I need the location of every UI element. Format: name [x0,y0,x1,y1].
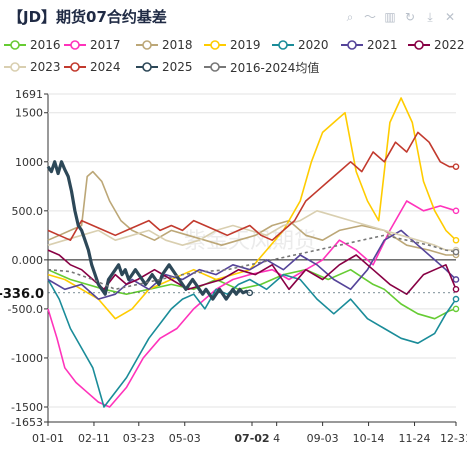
legend-label: 2020 [298,38,329,52]
title-bar: 【JD】期货07合约基差 ⌕ 〜 ▥ ↻ ⤓ ✕ [0,0,467,34]
legend-item[interactable]: 2023 [4,59,61,75]
x-tick-label: 02-11 [78,432,110,445]
series-end-marker [452,295,460,303]
legend-swatch-icon [64,40,86,50]
y-tick-label: 1691 [15,88,43,101]
chart-title: 【JD】期货07合约基差 [8,8,167,26]
legend-swatch-icon [408,40,430,50]
legend-label: 2025 [162,60,193,74]
legend-swatch-icon [136,40,158,50]
legend-item[interactable]: 2016-2024均值 [204,59,319,75]
x-tick-label: 10-14 [353,432,385,445]
legend-item[interactable]: 2025 [136,59,193,75]
x-tick-label: 11-24 [399,432,431,445]
x-tick-label: 01-01 [32,432,64,445]
chart-legend: 2016 2017 2018 2019 2020 2021 2022 2023 2024 2025… [0,34,467,78]
legend-item[interactable]: 2017 [64,37,121,53]
series-end-marker [452,163,460,170]
legend-item[interactable]: 2018 [136,37,193,53]
series-line [47,200,457,408]
x-tick-label: 09-03 [307,432,339,445]
x-tick-label: 4 [273,432,280,445]
x-tick-label: 05-03 [169,432,201,445]
series-line [46,160,251,301]
legend-swatch-icon [64,62,86,72]
bar-chart-icon[interactable]: ▥ [384,10,396,24]
series-line [47,234,457,291]
legend-label: 2018 [162,38,193,52]
legend-swatch-icon [341,40,363,50]
line-chart-icon[interactable]: 〜 [363,10,376,24]
chart-plot-area: 1691 1500 1000 500.0 0.000 -500.0 -1000 -1500 -1… [0,88,467,445]
series-end-marker [452,248,460,256]
legend-label: 2017 [90,38,121,52]
current-value-label: -336.0 [0,287,44,302]
refresh-icon[interactable]: ↻ [404,10,416,24]
legend-label: 2024 [90,60,121,74]
legend-swatch-icon [4,40,26,50]
series-line [47,131,456,241]
y-tick-label: -1500 [11,401,43,414]
y-tick-label: 500.0 [12,205,44,218]
series-group [46,97,460,408]
legend-item[interactable]: 2016 [4,37,61,53]
legend-swatch-icon [136,62,158,72]
legend-label: 2019 [230,38,261,52]
y-tick-label: -1000 [11,352,43,365]
legend-swatch-icon [204,62,226,72]
legend-label: 2022 [434,38,465,52]
legend-swatch-icon [204,40,226,50]
legend-label: 2023 [30,60,61,74]
series-line [47,249,457,295]
y-tick-label: -1653 [11,416,43,429]
legend-label: 2021 [367,38,398,52]
y-tick-label: 1500 [15,107,43,120]
legend-item[interactable]: 2020 [272,37,329,53]
legend-item[interactable]: 2022 [408,37,465,53]
y-tick-label: -500.0 [8,303,43,316]
series-line [47,97,457,320]
series-line [47,170,456,256]
y-tick-label: 1000 [15,156,43,169]
download-icon[interactable]: ⤓ [427,10,433,24]
chart-toolbar: ⌕ 〜 ▥ ↻ ⤓ ✕ [343,10,457,24]
legend-label: 2016 [30,38,61,52]
search-icon[interactable]: ⌕ [346,10,354,24]
watermark-text: 紫金天风期货 [184,229,316,254]
x-tick-label: 12-31 [440,432,467,445]
series-line [47,268,457,320]
series-end-marker [452,236,460,244]
x-tick-label: 07-02 [234,432,269,445]
legend-swatch-icon [272,40,294,50]
series-end-marker [452,305,460,313]
legend-item[interactable]: 2024 [64,59,121,75]
series-line [47,229,457,300]
legend-swatch-icon [4,62,26,72]
series-end-marker [452,207,460,215]
close-icon[interactable]: ✕ [444,10,456,24]
series-end-marker [452,285,460,293]
legend-label: 2016-2024均值 [230,60,320,75]
y-tick-label: 0.000 [12,254,44,267]
legend-item[interactable]: 2019 [204,37,261,53]
series-end-marker [452,276,460,283]
legend-item[interactable]: 2021 [341,37,398,53]
x-tick-label: 03-23 [123,432,155,445]
